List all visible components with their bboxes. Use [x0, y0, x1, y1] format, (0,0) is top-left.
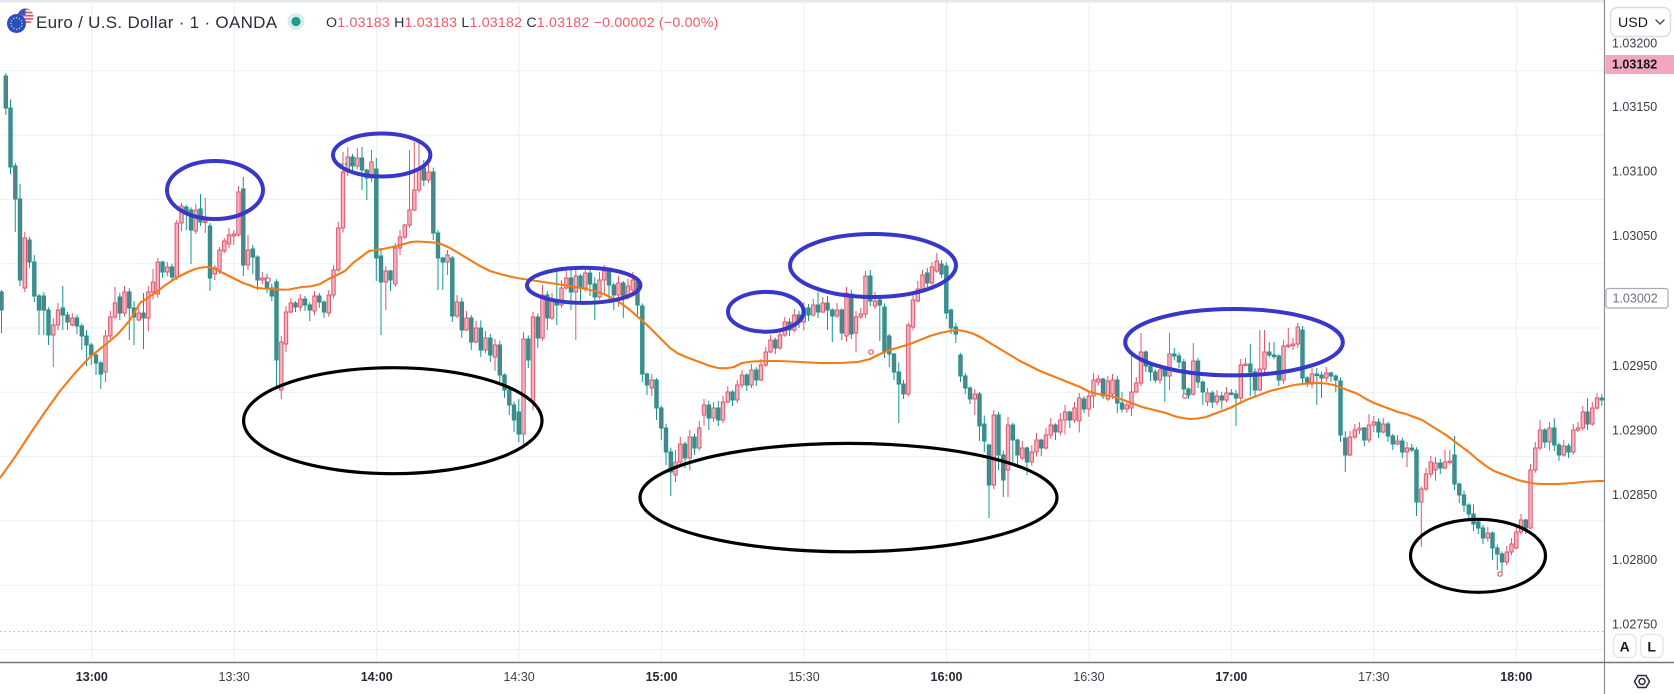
svg-text:USD: USD — [1618, 15, 1648, 31]
svg-text:13:30: 13:30 — [219, 670, 250, 684]
svg-text:1.03200: 1.03200 — [1612, 36, 1657, 50]
svg-text:1.02900: 1.02900 — [1612, 423, 1657, 437]
svg-text:14:00: 14:00 — [361, 670, 393, 684]
svg-text:1.02750: 1.02750 — [1612, 617, 1657, 631]
svg-text:O1.03183 H1.03183 L1.03182 C1.: O1.03183 H1.03183 L1.03182 C1.03182 −0.0… — [326, 15, 719, 31]
svg-text:A: A — [1620, 639, 1630, 655]
svg-text:16:00: 16:00 — [931, 670, 963, 684]
svg-text:16:30: 16:30 — [1073, 670, 1104, 684]
svg-text:1.02950: 1.02950 — [1612, 359, 1657, 373]
svg-text:Euro / U.S. Dollar · 1 · OANDA: Euro / U.S. Dollar · 1 · OANDA — [36, 13, 278, 32]
svg-text:1.03100: 1.03100 — [1612, 164, 1657, 178]
svg-text:17:30: 17:30 — [1358, 670, 1389, 684]
svg-text:14:30: 14:30 — [503, 670, 534, 684]
svg-text:1.02850: 1.02850 — [1612, 488, 1657, 502]
svg-text:17:00: 17:00 — [1215, 670, 1247, 684]
svg-text:1.02800: 1.02800 — [1612, 553, 1657, 567]
svg-text:18:00: 18:00 — [1500, 670, 1532, 684]
svg-text:1.03002: 1.03002 — [1613, 292, 1658, 306]
svg-text:1.03150: 1.03150 — [1612, 100, 1657, 114]
svg-text:13:00: 13:00 — [76, 670, 108, 684]
svg-text:15:30: 15:30 — [788, 670, 819, 684]
svg-text:15:00: 15:00 — [646, 670, 678, 684]
svg-text:L: L — [1647, 639, 1656, 655]
svg-text:1.03050: 1.03050 — [1612, 229, 1657, 243]
svg-text:1.03182: 1.03182 — [1612, 58, 1657, 72]
